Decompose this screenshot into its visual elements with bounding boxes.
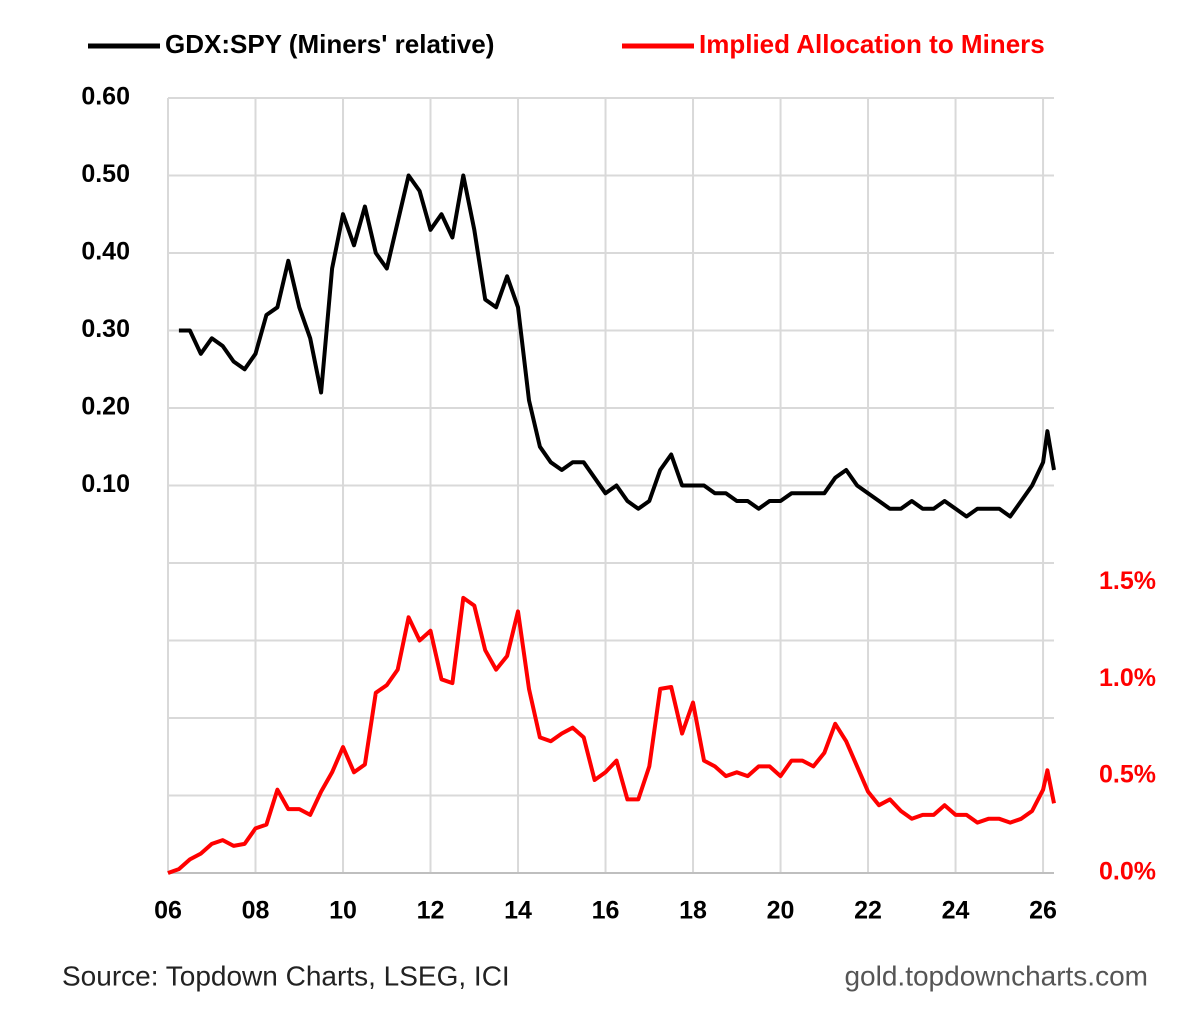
source: Source: Topdown Charts, LSEG, ICI	[62, 960, 510, 991]
x-tick-label: 12	[417, 897, 445, 925]
x-tick-label: 24	[942, 897, 970, 925]
y-tick-label: 0.10	[81, 470, 130, 498]
y-tick-label: 0.30	[81, 315, 130, 343]
y-tick-label: 0.40	[81, 238, 130, 266]
x-tick-label: 22	[854, 897, 882, 925]
y-tick-label: 0.20	[81, 393, 130, 421]
y2-tick-label: 1.5%	[1099, 567, 1156, 595]
x-tick-label: 06	[154, 897, 182, 925]
y-tick-label: 0.50	[81, 160, 130, 188]
series-line	[178, 173, 1056, 519]
x-tick-label: 10	[329, 897, 357, 925]
x-tick-label: 16	[592, 897, 620, 925]
credit: gold.topdowncharts.com	[844, 960, 1148, 991]
legend-label: GDX:SPY (Miners' relative)	[165, 29, 494, 59]
y2-tick-label: 0.5%	[1099, 761, 1156, 789]
y-tick-label: 0.60	[81, 83, 130, 111]
x-tick-label: 20	[767, 897, 795, 925]
legend-label: Implied Allocation to Miners	[699, 29, 1045, 59]
x-tick-label: 26	[1029, 897, 1057, 925]
series-line	[167, 595, 1056, 875]
x-tick-label: 18	[679, 897, 707, 925]
x-tick-label: 08	[242, 897, 270, 925]
y2-tick-label: 1.0%	[1099, 664, 1156, 692]
x-tick-label: 14	[504, 897, 532, 925]
y2-tick-label: 0.0%	[1099, 858, 1156, 886]
